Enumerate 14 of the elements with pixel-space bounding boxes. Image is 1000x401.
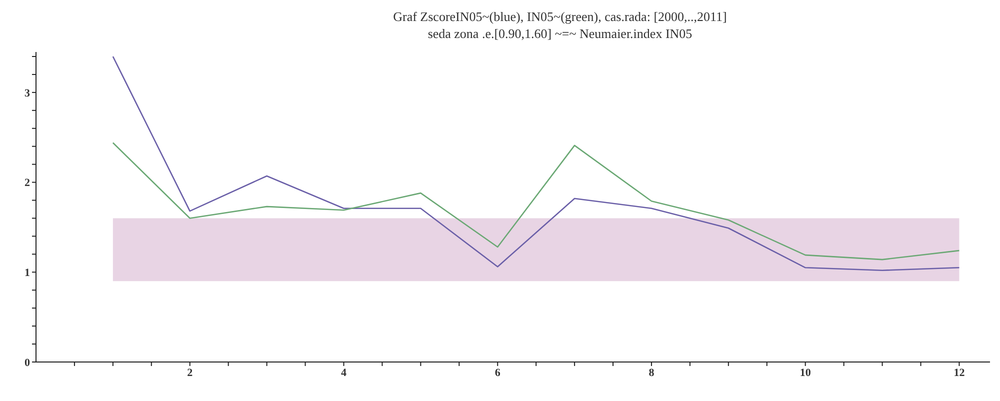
y-tick-label: 2 bbox=[24, 177, 30, 190]
chart-subtitle: seda zona .e.[0.90,1.60] ~=~ Neumaier.index IN05 bbox=[426, 25, 694, 42]
x-tick-label: 4 bbox=[340, 366, 347, 379]
x-tick-label: 10 bbox=[800, 366, 812, 379]
y-tick-label: 3 bbox=[24, 87, 30, 100]
line-series bbox=[112, 56, 960, 271]
y-tick-label: 1 bbox=[24, 267, 30, 280]
line-series bbox=[112, 142, 960, 260]
y-tick-label: 0 bbox=[24, 356, 30, 369]
chart-title: Graf ZscoreIN05~(blue), IN05~(green), cas.rada: [2000,..,2011] bbox=[392, 8, 728, 25]
x-tick-label: 2 bbox=[187, 366, 194, 379]
x-tick-label: 6 bbox=[494, 366, 501, 379]
x-tick-label: 12 bbox=[954, 366, 966, 379]
x-tick-label: 8 bbox=[648, 366, 655, 379]
